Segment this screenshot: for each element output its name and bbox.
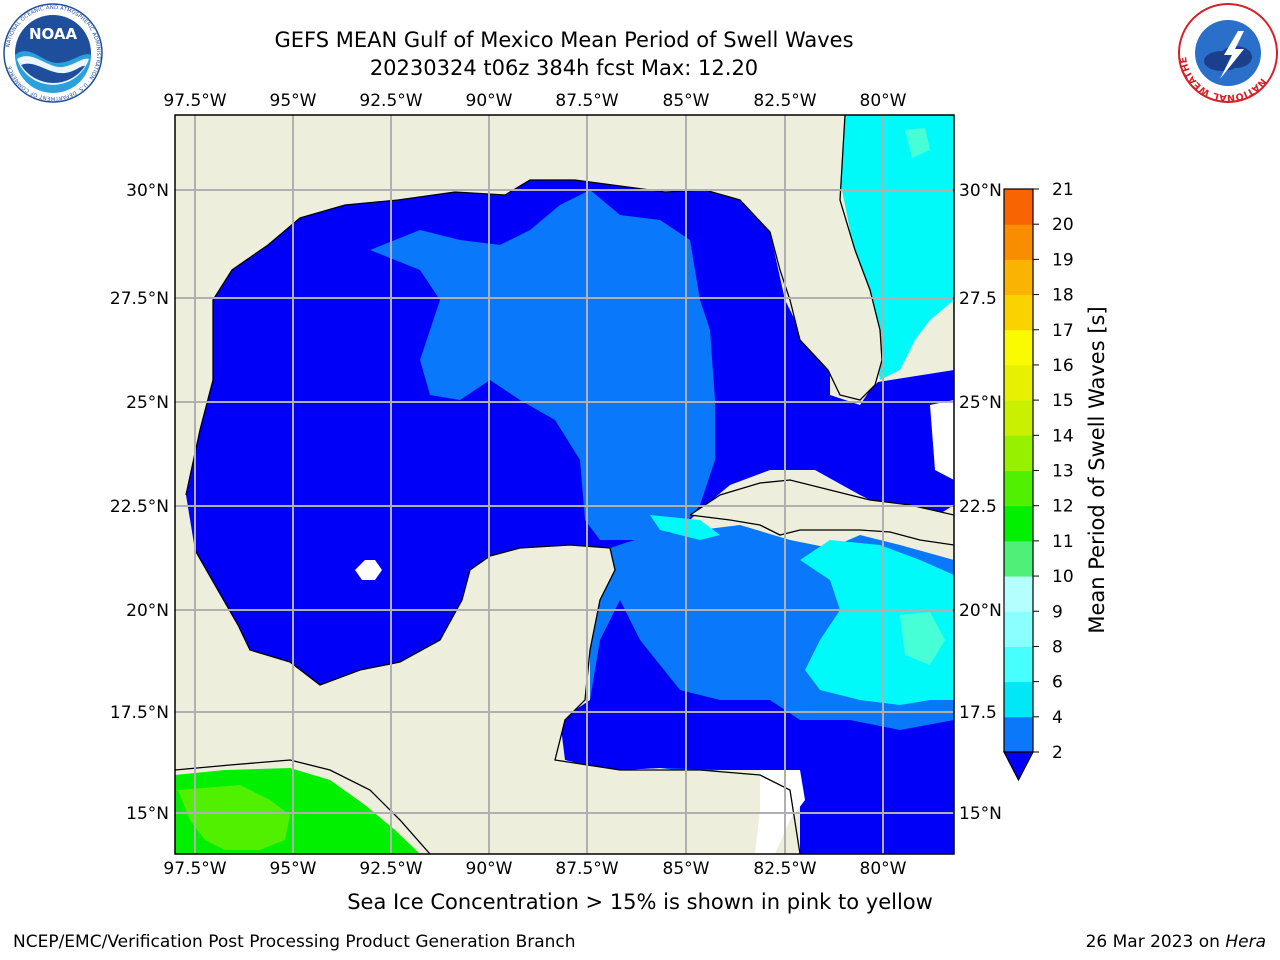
lat-label: 20°N (959, 601, 1002, 621)
lon-labels-bottom: 97.5°W 95°W 92.5°W 90°W 87.5°W 85°W 82.5°W 80°W (163, 859, 906, 879)
coastline (194, 544, 801, 854)
colorbar-segment (1004, 400, 1033, 436)
lat-label: 17.5 (959, 703, 997, 723)
colorbar-tick-label: 11 (1052, 532, 1074, 552)
colorbar-segment (1004, 435, 1033, 471)
colorbar-tick-label: 10 (1052, 567, 1074, 587)
lon-label: 82.5°W (753, 859, 816, 879)
footer-date: 26 Mar 2023 on Hera (1085, 932, 1266, 952)
lon-label: 82.5°W (753, 91, 816, 111)
coastline (175, 759, 431, 854)
colorbar-tick-label: 16 (1052, 356, 1074, 376)
lon-labels-top: 97.5°W 95°W 92.5°W 90°W 87.5°W 85°W 82.5°W 80°W (163, 91, 906, 111)
colorbar-tick-label: 2 (1052, 743, 1063, 763)
swell-band-8-10-caribbean (900, 612, 945, 665)
lon-label: 90°W (466, 859, 513, 879)
lat-label: 27.5 (959, 289, 997, 309)
swell-band-4-6 (370, 190, 715, 540)
lon-label: 92.5°W (359, 91, 422, 111)
colorbar-segment (1004, 505, 1033, 542)
swell-band-11-12 (178, 785, 290, 850)
colorbar-segment (1004, 646, 1033, 683)
colorbar-segment (1004, 681, 1033, 718)
colorbar-segment (1004, 716, 1033, 753)
lat-label: 25°N (126, 393, 169, 413)
lat-label: 30°N (126, 181, 169, 201)
colorbar-tick-label: 19 (1052, 250, 1074, 270)
noaa-logo-text: NOAA (29, 25, 78, 43)
lat-label: 30°N (959, 181, 1002, 201)
colorbar-extend-arrow (1003, 751, 1034, 782)
colorbar-tick-label: 18 (1052, 286, 1074, 306)
colorbar-tick-label: 15 (1052, 391, 1074, 411)
lat-label: 15°N (126, 804, 169, 824)
coastline (689, 479, 954, 546)
colorbar-tick-label: 6 (1052, 673, 1063, 693)
colorbar-segment (1004, 540, 1033, 577)
colorbar-segment (1004, 259, 1033, 296)
missing-data (930, 400, 954, 480)
colorbar-segment (1004, 611, 1033, 647)
colorbar-segment (1004, 576, 1033, 612)
chart-subtitle: 20230324 t06z 384h fcst Max: 12.20 (369, 56, 759, 80)
lat-label: 22.5 (959, 497, 997, 517)
lat-labels-left: 30°N 27.5°N 25°N 22.5°N 20°N 17.5°N 15°N (110, 181, 169, 824)
swell-band-6-8 (800, 540, 954, 705)
lat-labels-right: 30°N 27.5 25°N 22.5 20°N 17.5 15°N (959, 181, 1002, 824)
lat-label: 15°N (959, 804, 1002, 824)
nws-logo: NATIONAL WEATHER SERVICE (1174, 0, 1278, 103)
footer-credit: NCEP/EMC/Verification Post Processing Pr… (13, 932, 576, 952)
graticule (175, 115, 954, 854)
lat-label: 22.5°N (110, 497, 169, 517)
lon-label: 95°W (270, 91, 317, 111)
footer-host: Hera (1225, 932, 1266, 952)
colorbar-tick-label: 21 (1052, 180, 1074, 200)
colorbar-tick-label: 12 (1052, 497, 1074, 517)
map-area (175, 115, 954, 854)
lon-label: 80°W (860, 859, 907, 879)
lon-label: 85°W (663, 91, 710, 111)
missing-data (355, 560, 382, 580)
colorbar-segment (1004, 189, 1033, 225)
lat-label: 25°N (959, 393, 1002, 413)
lon-label: 97.5°W (163, 859, 226, 879)
lon-label: 95°W (270, 859, 317, 879)
colorbar-tick-label: 8 (1052, 637, 1063, 657)
lon-label: 87.5°W (555, 859, 618, 879)
colorbar-segment (1004, 329, 1033, 366)
colorbar-segment (1004, 470, 1033, 507)
colorbar-tick-label: 14 (1052, 426, 1074, 446)
lat-label: 27.5°N (110, 289, 169, 309)
colorbar-tick-label: 4 (1052, 708, 1063, 728)
colorbar-tick-label: 9 (1052, 602, 1063, 622)
lat-label: 17.5°N (110, 703, 169, 723)
swell-band-8-10 (905, 128, 930, 158)
florida-land (770, 115, 882, 400)
colorbar-tick-label: 20 (1052, 215, 1074, 235)
swell-band-2-4-caribbean (560, 600, 954, 854)
colorbar-segment (1004, 224, 1033, 260)
lon-label: 80°W (860, 91, 907, 111)
lon-label: 97.5°W (163, 91, 226, 111)
yucatan-land (420, 545, 615, 775)
cuba-land (690, 480, 954, 545)
colorbar-tick-label: 17 (1052, 321, 1074, 341)
map-frame (174, 114, 955, 855)
lon-label: 92.5°W (359, 859, 422, 879)
colorbar-segment (1004, 294, 1033, 331)
lon-label: 90°W (466, 91, 513, 111)
noaa-logo: NOAA NATIONAL OCEANIC AND ATMOSPHERIC AD… (3, 3, 103, 103)
colorbar-segment (1004, 364, 1033, 401)
chart-title: GEFS MEAN Gulf of Mexico Mean Period of … (274, 28, 854, 52)
lon-label: 87.5°W (555, 91, 618, 111)
lat-label: 20°N (126, 601, 169, 621)
colorbar: 2 4 6 8 9 10 11 12 13 14 15 16 17 18 19 20 21 (1003, 180, 1074, 782)
sea-ice-note: Sea Ice Concentration > 15% is shown in … (347, 890, 933, 914)
colorbar-tick-label: 13 (1052, 462, 1074, 482)
lon-label: 85°W (663, 859, 710, 879)
